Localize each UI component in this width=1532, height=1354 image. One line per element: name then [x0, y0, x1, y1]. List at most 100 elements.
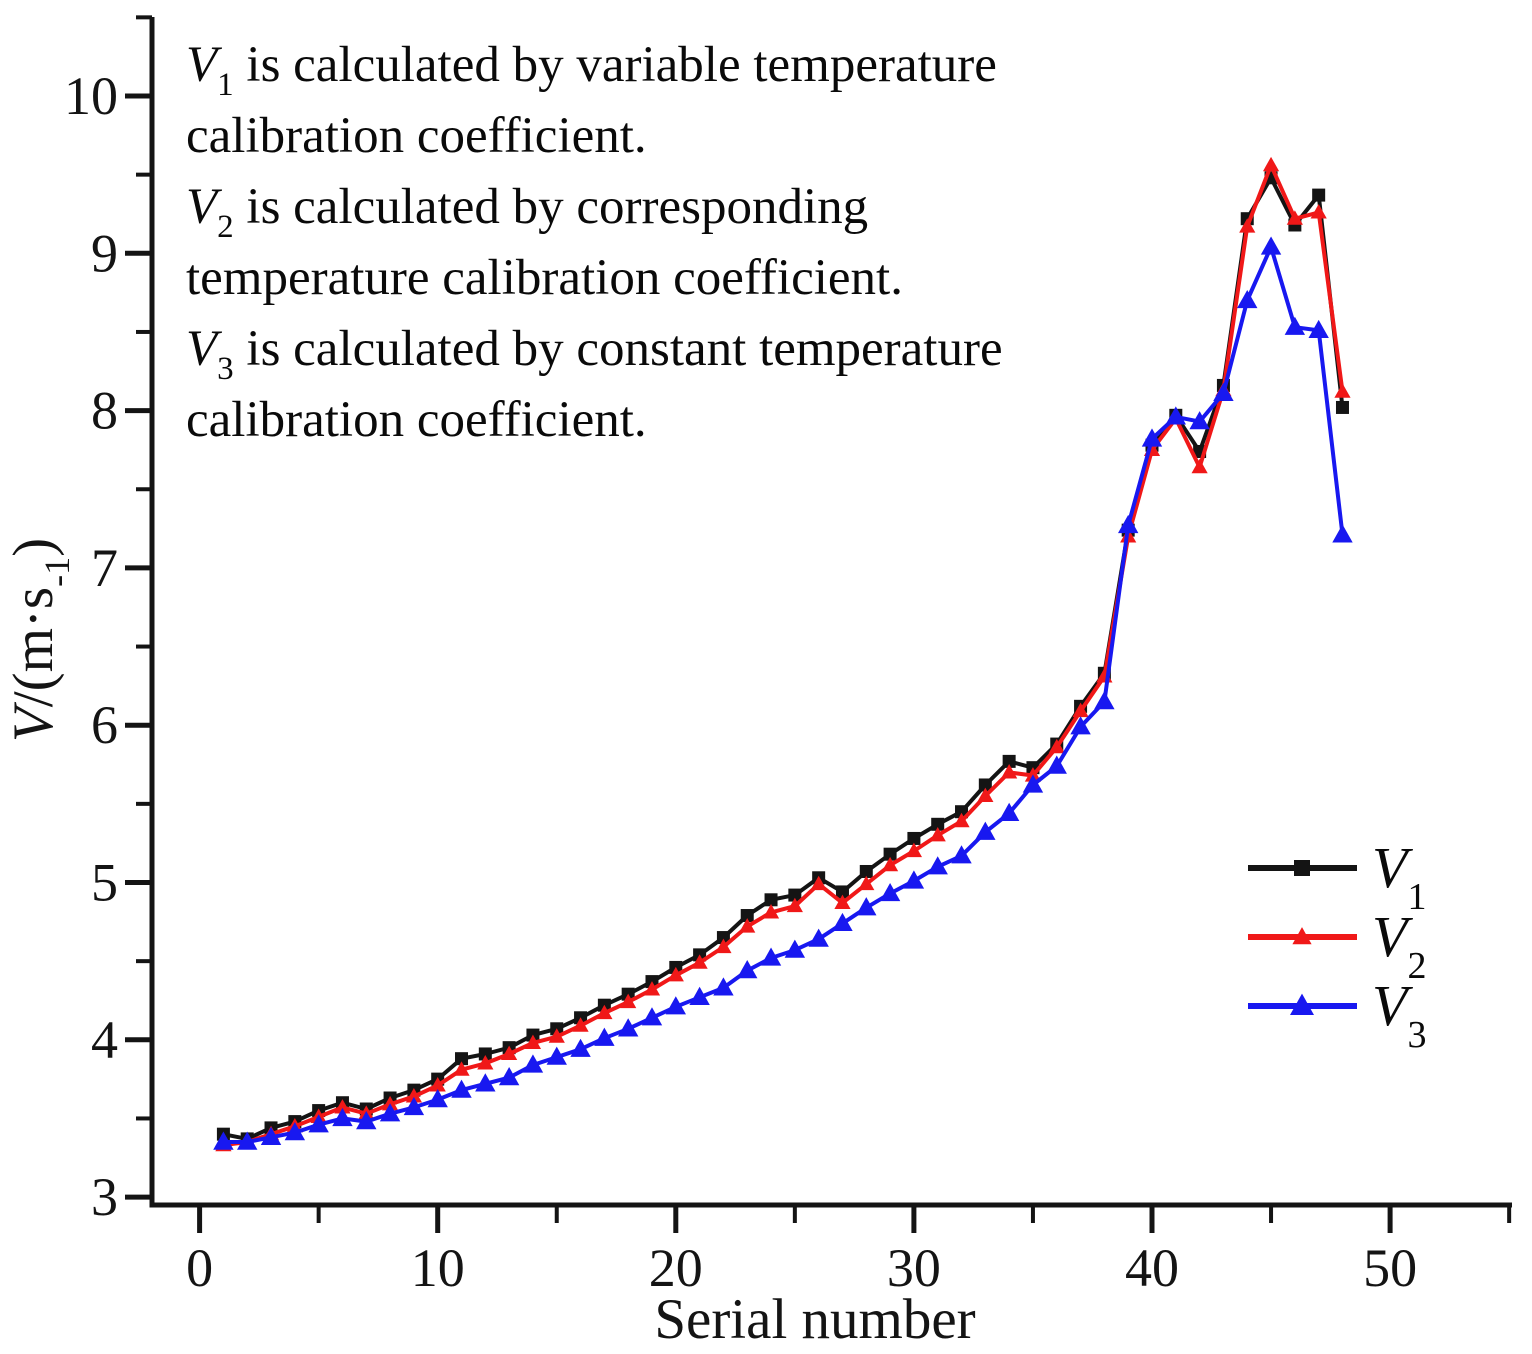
marker-triangle	[879, 882, 901, 902]
marker-triangle	[524, 1034, 542, 1050]
marker-triangle	[381, 1095, 399, 1111]
marker-square	[1002, 754, 1016, 768]
marker-triangle	[237, 1131, 258, 1150]
marker-square	[978, 778, 992, 792]
x-tick-label: 20	[649, 1238, 703, 1298]
x-tick-label: 50	[1363, 1238, 1417, 1298]
marker-triangle	[641, 1007, 663, 1026]
marker-triangle	[405, 1088, 422, 1103]
marker-triangle	[643, 981, 661, 996]
y-tick-label: 4	[91, 1010, 118, 1070]
marker-square	[835, 885, 849, 899]
marker-triangle	[572, 1017, 589, 1032]
marker-triangle	[522, 1054, 544, 1073]
x-tick-label: 10	[411, 1238, 465, 1298]
y-tick-label: 9	[91, 223, 118, 283]
x-tick-label: 30	[887, 1238, 941, 1298]
marker-square	[455, 1052, 469, 1066]
marker-triangle	[1165, 406, 1187, 425]
x-axis-title: Serial number	[654, 1288, 975, 1351]
marker-triangle	[1001, 764, 1018, 779]
marker-triangle	[760, 947, 782, 966]
marker-triangle	[737, 960, 758, 979]
marker-triangle	[1048, 738, 1065, 754]
marker-triangle	[620, 993, 637, 1009]
annotation-line: V2 is calculated by corresponding	[186, 179, 869, 245]
marker-triangle	[951, 845, 972, 864]
marker-triangle	[1189, 411, 1210, 430]
y-tick-label: 10	[64, 66, 118, 126]
marker-triangle	[998, 802, 1020, 821]
marker-triangle	[691, 954, 708, 969]
marker-square	[859, 864, 873, 878]
marker-triangle	[1284, 316, 1306, 335]
marker-triangle	[1072, 702, 1089, 718]
marker-triangle	[1334, 383, 1351, 398]
marker-triangle	[762, 904, 780, 919]
marker-triangle	[334, 1099, 351, 1114]
marker-square	[788, 888, 802, 902]
x-tick-label: 0	[186, 1238, 213, 1298]
marker-triangle	[498, 1067, 520, 1086]
marker-triangle	[1046, 755, 1067, 774]
marker-square	[1294, 860, 1310, 876]
marker-triangle	[832, 912, 853, 932]
marker-triangle	[953, 812, 970, 828]
marker-triangle	[332, 1107, 353, 1127]
y-tick-label: 5	[91, 853, 118, 913]
marker-triangle	[715, 938, 732, 954]
marker-triangle	[260, 1126, 282, 1145]
x-tick-label: 40	[1125, 1238, 1179, 1298]
marker-triangle	[1022, 774, 1044, 793]
y-tick-label: 8	[91, 381, 118, 441]
marker-triangle	[475, 1073, 496, 1092]
marker-square	[1312, 188, 1326, 202]
marker-triangle	[903, 870, 925, 889]
marker-triangle	[1332, 524, 1353, 543]
marker-triangle	[667, 966, 684, 982]
marker-triangle	[453, 1061, 470, 1076]
legend-label: V1​	[1372, 835, 1426, 918]
marker-triangle	[548, 1028, 565, 1043]
marker-square	[931, 817, 945, 831]
marker-triangle	[451, 1079, 472, 1098]
marker-triangle	[477, 1055, 494, 1070]
marker-triangle	[1262, 156, 1280, 172]
marker-triangle	[905, 842, 922, 858]
marker-square	[740, 909, 754, 923]
marker-triangle	[1024, 767, 1042, 782]
marker-triangle	[429, 1077, 446, 1092]
marker-triangle	[665, 996, 686, 1015]
y-tick-label: 7	[91, 538, 118, 598]
marker-triangle	[1191, 458, 1208, 474]
annotation-line: calibration coefficient.	[186, 108, 647, 164]
annotation-line: calibration coefficient.	[186, 392, 647, 448]
marker-triangle	[689, 986, 710, 1005]
marker-triangle	[784, 939, 806, 958]
marker-triangle	[617, 1018, 639, 1037]
marker-triangle	[975, 821, 996, 840]
marker-triangle	[1308, 319, 1329, 339]
annotation-line: temperature calibration coefficient.	[186, 250, 903, 306]
marker-triangle	[977, 787, 994, 803]
annotation-line: V3 is calculated by constant temperature	[186, 321, 1003, 387]
marker-triangle	[1290, 993, 1314, 1015]
marker-triangle	[881, 856, 899, 872]
marker-triangle	[834, 894, 851, 910]
marker-triangle	[594, 1027, 615, 1046]
marker-triangle	[858, 875, 875, 891]
marker-triangle	[1286, 210, 1303, 225]
marker-triangle	[786, 897, 803, 913]
marker-triangle	[927, 856, 948, 875]
marker-triangle	[213, 1131, 234, 1150]
marker-triangle	[808, 928, 829, 947]
annotation-block: V1 is calculated by variable temperature…	[186, 30, 1246, 456]
marker-triangle	[356, 1111, 377, 1130]
marker-triangle	[1094, 691, 1115, 710]
marker-square	[478, 1047, 492, 1061]
marker-square	[1335, 400, 1349, 414]
y-axis-title: V/(m·s-1​)	[2, 538, 77, 742]
marker-square	[907, 831, 921, 845]
marker-square	[764, 893, 778, 907]
